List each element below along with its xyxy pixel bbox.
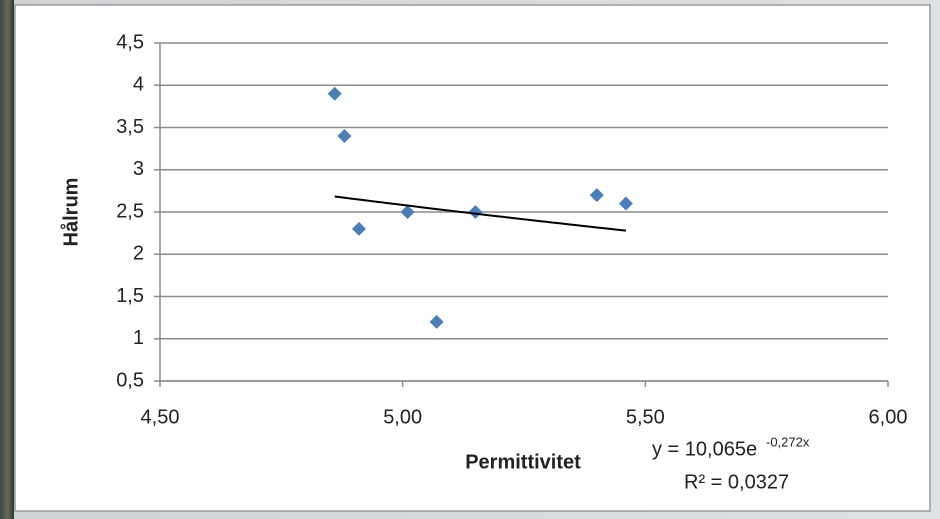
trendline-r-squared: R² = 0,0327 bbox=[684, 471, 789, 493]
data-point bbox=[429, 314, 444, 329]
data-point bbox=[337, 128, 352, 143]
y-tick-label: 3,5 bbox=[116, 116, 144, 138]
data-point bbox=[351, 221, 366, 236]
y-tick-label: 1,5 bbox=[116, 285, 144, 307]
trendline-equation: y = 10,065e bbox=[652, 438, 757, 460]
x-tick-label: 4,50 bbox=[141, 406, 180, 428]
y-tick-label: 2,5 bbox=[116, 200, 144, 222]
x-tick-label: 6,00 bbox=[869, 406, 908, 428]
y-tick-label: 1 bbox=[133, 327, 144, 349]
data-point bbox=[468, 205, 483, 219]
chart-frame bbox=[14, 4, 931, 512]
y-tick-label: 3 bbox=[133, 158, 144, 180]
data-point bbox=[589, 188, 604, 203]
trendline-exponent: -0,272x bbox=[766, 434, 810, 449]
y-axis-title: Hålrum bbox=[59, 178, 82, 247]
y-tick-label: 4,5 bbox=[116, 31, 144, 53]
y-tick-label: 2 bbox=[133, 243, 144, 265]
data-point bbox=[400, 205, 415, 219]
data-point bbox=[327, 86, 342, 101]
y-tick-label: 4 bbox=[133, 74, 144, 96]
x-tick-label: 5,50 bbox=[626, 406, 665, 428]
data-point bbox=[618, 196, 633, 211]
y-tick-label: 0,5 bbox=[116, 369, 144, 391]
x-axis-title: Permittivitet bbox=[465, 451, 581, 473]
x-tick-label: 5,00 bbox=[383, 406, 422, 428]
trendline bbox=[334, 195, 627, 232]
